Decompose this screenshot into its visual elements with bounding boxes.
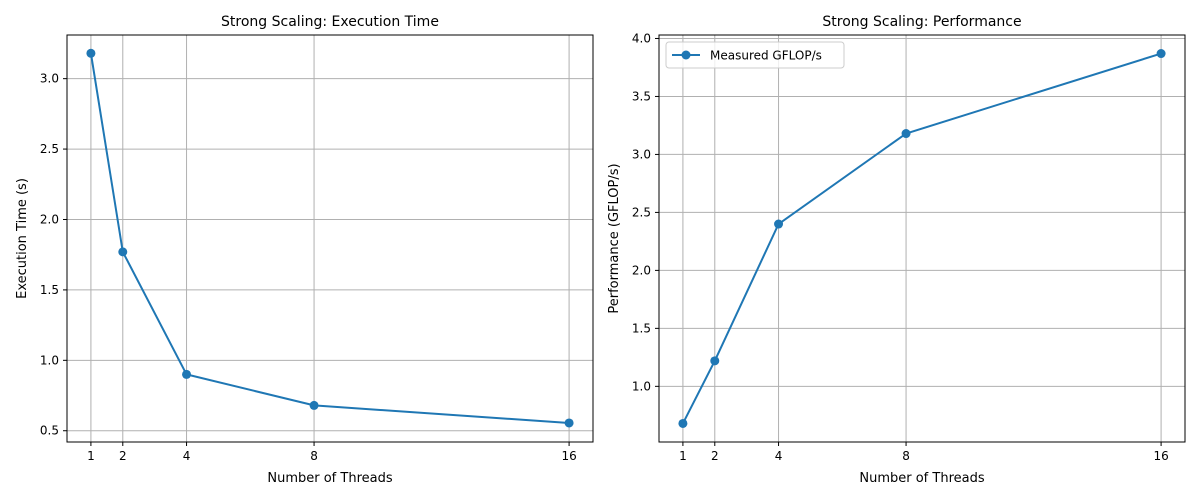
performance-x-axis-label: Number of Threads — [859, 471, 984, 486]
performance-x-tick-label: 8 — [902, 449, 910, 463]
execution-time-y-tick-label: 3.0 — [40, 72, 59, 86]
performance-ticks: 1 2 4 8 16 1.0 1.5 2.0 2.5 3.0 3.5 4.0 — [632, 31, 1169, 463]
performance-y-axis-label: Performance (GFLOP/s) — [607, 163, 622, 313]
execution-time-y-tick-label: 1.5 — [40, 283, 59, 297]
execution-time-chart: 1 2 4 8 16 0.5 1.0 1.5 2.0 2.5 3.0 Strong Scaling:… — [15, 14, 594, 486]
performance-y-tick-label: 2.5 — [632, 205, 651, 219]
execution-time-y-tick-label: 2.5 — [40, 142, 59, 156]
execution-time-data-point — [118, 247, 128, 257]
performance-y-tick-label: 1.0 — [632, 379, 651, 393]
legend-marker-sample — [681, 50, 691, 60]
execution-time-gridlines — [67, 35, 593, 442]
performance-data-point — [901, 129, 911, 139]
execution-time-x-tick-label: 4 — [183, 449, 191, 463]
performance-x-tick-label: 2 — [711, 449, 719, 463]
performance-series-layer — [678, 49, 1166, 428]
execution-time-title: Strong Scaling: Execution Time — [221, 14, 439, 30]
performance-y-tick-label: 2.0 — [632, 263, 651, 277]
performance-y-tick-label: 3.0 — [632, 147, 651, 161]
execution-time-data-point — [309, 400, 319, 410]
execution-time-axes-frame — [66, 34, 594, 443]
performance-y-tick-label: 4.0 — [632, 31, 651, 45]
performance-y-tick-label: 3.5 — [632, 89, 651, 103]
execution-time-x-tick-label: 2 — [119, 449, 127, 463]
execution-time-data-point — [86, 48, 96, 58]
performance-x-tick-label: 4 — [775, 449, 783, 463]
performance-gridlines — [659, 35, 1185, 442]
performance-title: Strong Scaling: Performance — [822, 14, 1021, 30]
performance-data-point — [1156, 49, 1166, 59]
execution-time-x-tick-label: 8 — [310, 449, 318, 463]
performance-x-tick-label: 16 — [1153, 449, 1168, 463]
performance-x-tick-label: 1 — [679, 449, 687, 463]
execution-time-y-tick-label: 2.0 — [40, 212, 59, 226]
performance-chart: 1 2 4 8 16 1.0 1.5 2.0 2.5 3.0 3.5 4.0 Strong Scali… — [607, 14, 1186, 486]
execution-time-series-layer — [86, 48, 574, 428]
execution-time-x-axis-label: Number of Threads — [267, 471, 392, 486]
performance-y-tick-label: 1.5 — [632, 321, 651, 335]
execution-time-x-tick-label: 16 — [561, 449, 576, 463]
execution-time-data-point — [564, 418, 574, 428]
execution-time-y-axis-label: Execution Time (s) — [15, 178, 30, 299]
execution-time-x-tick-label: 1 — [87, 449, 95, 463]
legend-label: Measured GFLOP/s — [710, 49, 822, 63]
performance-data-point — [774, 219, 784, 229]
execution-time-series-line — [89, 53, 570, 424]
execution-time-y-tick-label: 1.0 — [40, 353, 59, 367]
execution-time-y-tick-label: 0.5 — [40, 424, 59, 438]
execution-time-ticks: 1 2 4 8 16 0.5 1.0 1.5 2.0 2.5 3.0 — [40, 72, 577, 463]
performance-axes-frame — [658, 34, 1186, 443]
execution-time-data-point — [182, 369, 192, 379]
performance-series-line — [682, 52, 1162, 424]
performance-data-point — [678, 418, 688, 428]
legend-box — [665, 41, 845, 69]
performance-legend: Measured GFLOP/s — [665, 41, 845, 69]
performance-data-point — [710, 356, 720, 366]
